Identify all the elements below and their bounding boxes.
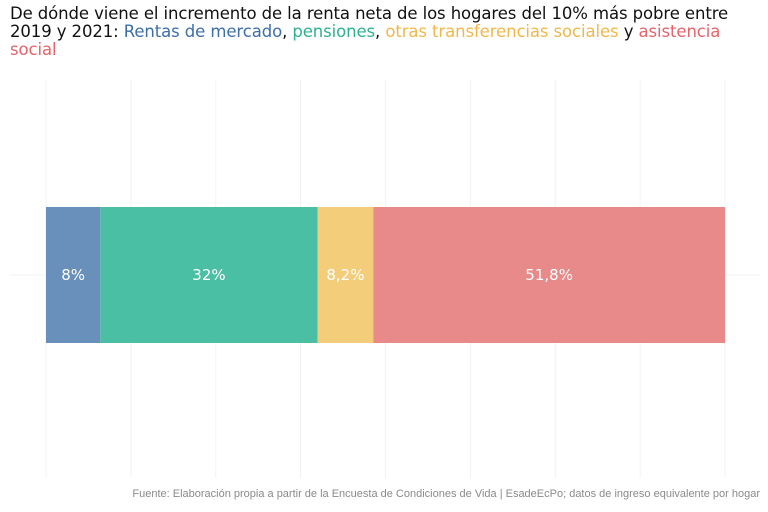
data-label-1: 8% xyxy=(61,266,85,284)
chart-title: De dónde viene el incremento de la renta… xyxy=(10,5,760,59)
title-separator: , xyxy=(282,22,293,41)
legend-otras-transferencias-sociales: otras transferencias sociales xyxy=(385,22,619,41)
bar-segments xyxy=(46,207,725,343)
source-note: Fuente: Elaboración propia a partir de l… xyxy=(132,488,760,500)
bar-segment-2 xyxy=(100,207,318,343)
bar-segment-4 xyxy=(373,207,725,343)
data-label-3: 8,2% xyxy=(326,266,364,284)
legend-asistencia-social: asistencia social xyxy=(10,22,721,59)
data-label-4: 51,8% xyxy=(525,266,573,284)
title-separator: , xyxy=(375,22,386,41)
bar-segment-1 xyxy=(46,207,101,343)
legend-rentas-de-mercado: Rentas de mercado xyxy=(123,22,283,41)
data-label-2: 32% xyxy=(192,266,225,284)
bar-segment-3 xyxy=(317,207,374,343)
title-main: De dónde viene el incremento de la renta… xyxy=(10,4,729,41)
title-separator: y xyxy=(618,22,639,41)
data-labels: 8% 32% 8,2% 51,8% xyxy=(61,266,573,284)
legend-pensiones: pensiones xyxy=(292,22,376,41)
